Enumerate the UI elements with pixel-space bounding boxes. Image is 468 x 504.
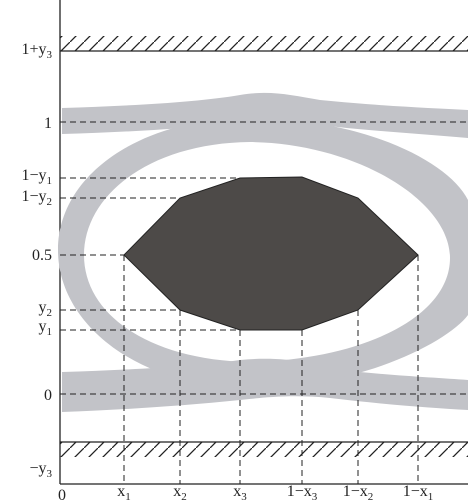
eye-pattern — [58, 92, 468, 412]
upper-limit-hatch — [60, 36, 468, 52]
eye-top-band — [62, 92, 468, 138]
label-1-minus-x1: 1−x1 — [403, 483, 434, 503]
label-y1: y1 — [39, 318, 53, 338]
y-axis-labels: 1+y3 1 1−y1 1−y2 0.5 y2 y1 0 −y3 — [21, 41, 52, 480]
reference-lines — [60, 121, 468, 484]
label-1-minus-x2: 1−x2 — [343, 483, 374, 503]
label-minus-y3: −y3 — [29, 460, 52, 480]
label-y2: y2 — [39, 299, 53, 319]
label-0-5: 0.5 — [32, 247, 52, 264]
label-1-minus-y1: 1−y1 — [21, 167, 52, 187]
label-origin: 0 — [58, 487, 66, 504]
x-axis-labels: 0 x1 x2 x3 1−x3 1−x2 1−x1 — [58, 483, 433, 504]
label-1-minus-y2: 1−y2 — [21, 188, 52, 208]
label-1-plus-y3: 1+y3 — [21, 41, 52, 61]
lower-limit-hatch — [60, 441, 468, 457]
label-x1: x1 — [117, 483, 131, 503]
label-1: 1 — [44, 115, 52, 132]
eye-mask-polygon — [123, 176, 419, 331]
label-0: 0 — [44, 387, 52, 404]
label-1-minus-x3: 1−x3 — [287, 483, 318, 503]
label-x2: x2 — [173, 483, 187, 503]
label-x3: x3 — [233, 483, 247, 503]
